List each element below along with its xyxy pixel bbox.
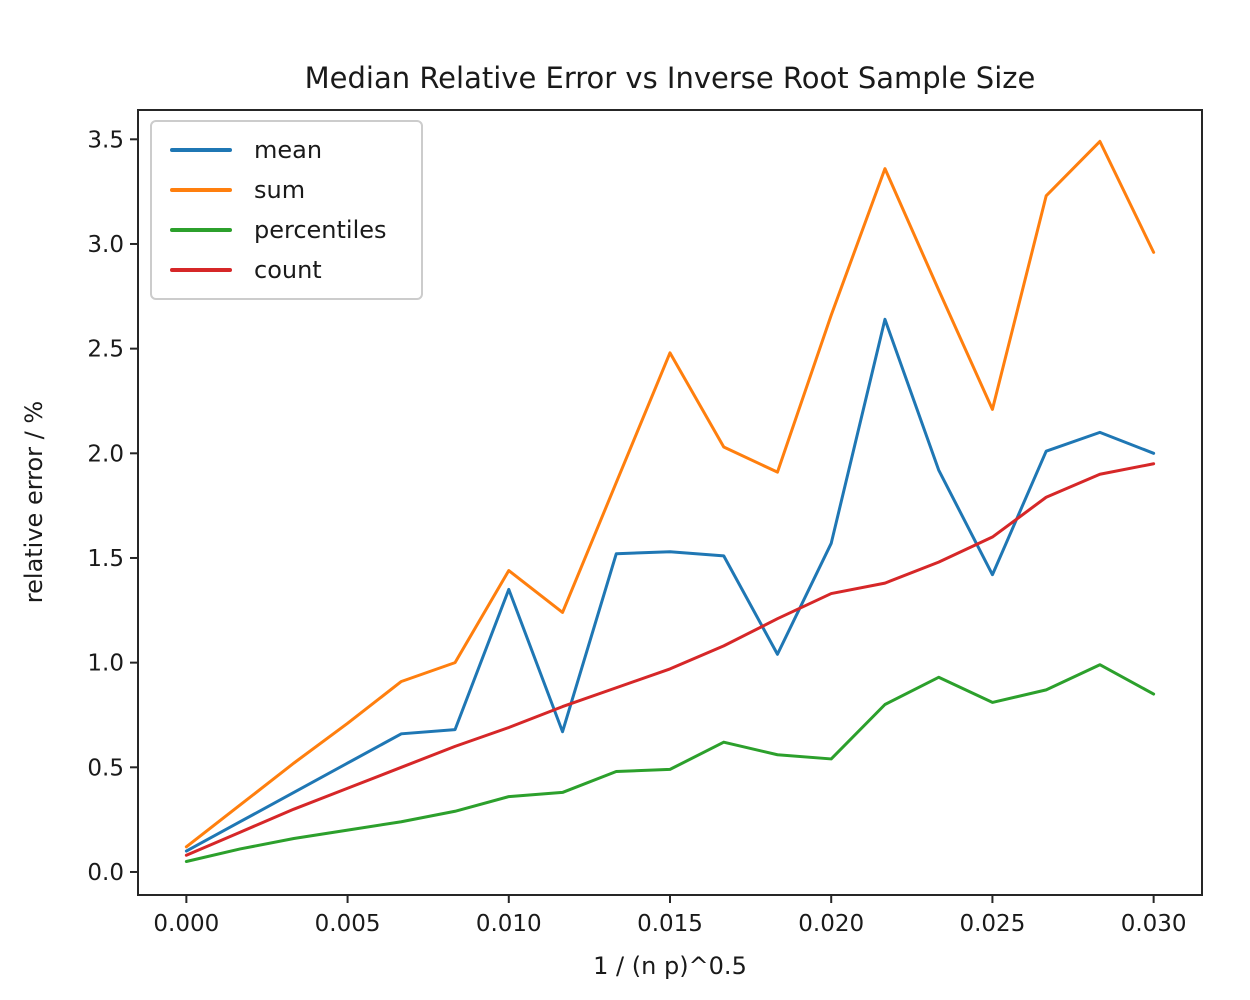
y-tick-label: 0.5 (87, 755, 124, 781)
legend-item-percentiles: percentiles (170, 218, 421, 242)
legend-swatch-count (170, 268, 232, 272)
x-axis-label: 1 / (n p)^0.5 (593, 952, 747, 980)
x-tick-label: 0.025 (959, 911, 1025, 937)
y-tick-label: 2.0 (87, 441, 124, 467)
y-tick-label: 0.0 (87, 860, 124, 886)
x-tick-label: 0.010 (476, 911, 542, 937)
chart-title: Median Relative Error vs Inverse Root Sa… (305, 61, 1036, 95)
x-tick-label: 0.030 (1121, 911, 1187, 937)
axes-layer: 0.000 0.005 0.010 0.015 0.020 0.025 0.030 0.0 0.… (87, 109, 1203, 937)
x-tick-label: 0.000 (153, 911, 219, 937)
legend-item-sum: sum (170, 178, 421, 202)
x-tick-label: 0.020 (798, 911, 864, 937)
y-tick-label: 3.0 (87, 232, 124, 258)
y-tick-label: 1.5 (87, 546, 124, 572)
series-line-count (184, 462, 1156, 857)
series-layer (184, 139, 1156, 864)
legend-label: sum (254, 176, 306, 204)
y-axis-label: relative error / % (20, 401, 48, 603)
x-tick-label: 0.005 (315, 911, 381, 937)
x-tick-label: 0.015 (637, 911, 703, 937)
series-line-percentiles (184, 663, 1156, 864)
legend-item-count: count (170, 258, 421, 282)
y-tick-label: 1.0 (87, 651, 124, 677)
legend-label: count (254, 256, 322, 284)
series-line-sum (184, 139, 1156, 849)
legend-label: percentiles (254, 216, 387, 244)
y-tick-label: 2.5 (87, 337, 124, 363)
legend-swatch-sum (170, 188, 232, 192)
legend-swatch-mean (170, 148, 232, 152)
series-line-mean (184, 317, 1156, 853)
y-tick-label: 3.5 (87, 127, 124, 153)
legend-item-mean: mean (170, 138, 421, 162)
legend: mean sum percentiles count (150, 120, 423, 300)
legend-swatch-percentiles (170, 228, 232, 232)
legend-label: mean (254, 136, 323, 164)
